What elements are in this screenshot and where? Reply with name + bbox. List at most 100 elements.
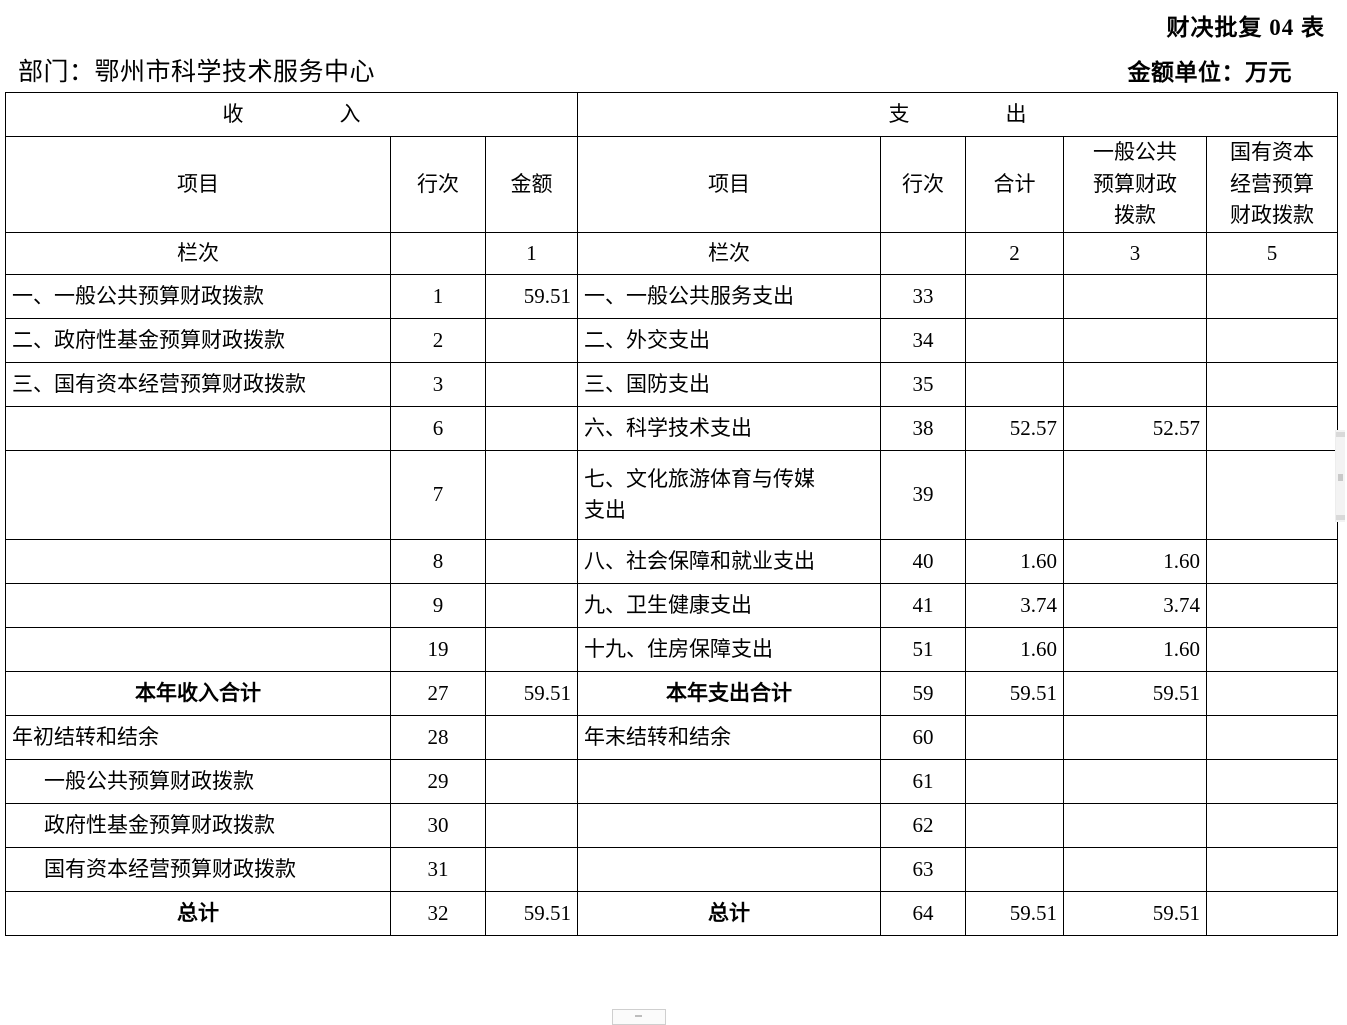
expenditure-soe-budget [1206, 449, 1339, 540]
income-item: 一般公共预算财政拨款 [5, 758, 391, 804]
header-soe-line3: 财政拨款 [1230, 203, 1315, 227]
table-row: 一般公共预算财政拨款 29 61 [5, 758, 1339, 804]
expenditure-soe-budget [1206, 538, 1339, 584]
income-item: 三、国有资本经营预算财政拨款 [5, 361, 391, 407]
expenditure-line-no: 64 [880, 890, 967, 936]
income-amount: 59.51 [484, 273, 579, 319]
table-row: 三、国有资本经营预算财政拨款 3 三、国防支出 35 [5, 361, 1339, 407]
scrollbar-artifact[interactable] [1335, 430, 1345, 522]
expenditure-general-public-budget [1063, 846, 1208, 892]
expenditure-item: 三、国防支出 [577, 361, 882, 407]
header-expenditure-line-no: 行次 [880, 136, 967, 233]
income-amount [484, 802, 579, 848]
expenditure-total [965, 714, 1065, 760]
income-amount [484, 846, 579, 892]
income-amount [484, 538, 579, 584]
header-income-line-no: 行次 [390, 136, 486, 233]
expenditure-soe-budget [1206, 890, 1339, 936]
bottom-ui-artifact[interactable] [612, 1009, 666, 1025]
expenditure-line-no: 61 [880, 758, 967, 804]
expenditure-general-public-budget: 59.51 [1063, 890, 1208, 936]
income-line-no: 8 [390, 538, 486, 584]
expenditure-item: 总计 [577, 890, 882, 936]
expenditure-soe-budget [1206, 361, 1339, 407]
table-row: 19 十九、住房保障支出 51 1.60 1.60 [5, 626, 1339, 672]
income-item: 总计 [5, 890, 391, 936]
expenditure-general-public-budget: 52.57 [1063, 405, 1208, 451]
table-row: 国有资本经营预算财政拨款 31 63 [5, 846, 1339, 892]
expenditure-item [577, 758, 882, 804]
table-row: 7 七、文化旅游体育与传媒 支出 39 [5, 449, 1339, 540]
expenditure-general-public-budget: 59.51 [1063, 670, 1208, 716]
table-row: 总计 32 59.51 总计 64 59.51 59.51 [5, 890, 1339, 936]
expenditure-item: 二、外交支出 [577, 317, 882, 363]
income-line-no: 19 [390, 626, 486, 672]
income-item [5, 449, 391, 540]
expenditure-line-no: 38 [880, 405, 967, 451]
expenditure-soe-budget [1206, 582, 1339, 628]
expenditure-item: 八、社会保障和就业支出 [577, 538, 882, 584]
expenditure-soe-budget [1206, 802, 1339, 848]
expenditure-total [965, 846, 1065, 892]
expenditure-total [965, 758, 1065, 804]
income-col-no-line [390, 231, 486, 275]
income-item: 一、一般公共预算财政拨款 [5, 273, 391, 319]
income-line-no: 31 [390, 846, 486, 892]
income-line-no: 29 [390, 758, 486, 804]
income-item: 年初结转和结余 [5, 714, 391, 760]
header-soe-line2: 经营预算 [1230, 171, 1315, 196]
expenditure-general-public-budget: 1.60 [1063, 538, 1208, 584]
income-item [5, 626, 391, 672]
income-line-no: 3 [390, 361, 486, 407]
expenditure-section-title: 支 出 [577, 92, 1339, 137]
expenditure-item: 年末结转和结余 [577, 714, 882, 760]
table-row: 政府性基金预算财政拨款 30 62 [5, 802, 1339, 848]
expenditure-total: 3.74 [965, 582, 1065, 628]
income-amount [484, 405, 579, 451]
header-expenditure-item: 项目 [577, 136, 882, 233]
expenditure-col-no-total: 2 [965, 231, 1065, 275]
income-amount [484, 714, 579, 760]
income-line-no: 2 [390, 317, 486, 363]
expenditure-item: 本年支出合计 [577, 670, 882, 716]
expenditure-item: 十九、住房保障支出 [577, 626, 882, 672]
expenditure-soe-budget [1206, 405, 1339, 451]
income-item [5, 405, 391, 451]
income-line-no: 32 [390, 890, 486, 936]
income-amount [484, 582, 579, 628]
header-income-amount: 金额 [484, 136, 579, 233]
income-amount [484, 361, 579, 407]
expenditure-total [965, 273, 1065, 319]
header-soe-line1: 国有资本 [1230, 140, 1315, 164]
column-number-row: 栏次 1 栏次 2 3 5 [5, 231, 1339, 275]
income-line-no: 30 [390, 802, 486, 848]
header-income-item: 项目 [5, 136, 391, 233]
expenditure-general-public-budget [1063, 802, 1208, 848]
expenditure-line-no: 40 [880, 538, 967, 584]
income-amount [484, 317, 579, 363]
header-general-public-budget: 一般公共 预算财政 拨款 [1063, 136, 1208, 233]
section-title-row: 收 入支 出 [4, 92, 1339, 137]
expenditure-soe-budget [1206, 846, 1339, 892]
table-row: 一、一般公共预算财政拨款 1 59.51 一、一般公共服务支出 33 [5, 273, 1339, 319]
income-item: 本年收入合计 [5, 670, 391, 716]
expenditure-line-no: 59 [880, 670, 967, 716]
expenditure-item: 七、文化旅游体育与传媒 支出 [577, 449, 882, 540]
income-item: 国有资本经营预算财政拨款 [5, 846, 391, 892]
expenditure-total: 1.60 [965, 538, 1065, 584]
expenditure-soe-budget [1206, 317, 1339, 363]
table-row: 8 八、社会保障和就业支出 40 1.60 1.60 [5, 538, 1339, 584]
expenditure-line-no: 34 [880, 317, 967, 363]
expenditure-soe-budget [1206, 273, 1339, 319]
expenditure-col-no-soe: 5 [1206, 231, 1339, 275]
expenditure-total [965, 361, 1065, 407]
expenditure-general-public-budget [1063, 317, 1208, 363]
income-line-no: 28 [390, 714, 486, 760]
expenditure-line-no: 62 [880, 802, 967, 848]
income-line-no: 1 [390, 273, 486, 319]
header-gpb-line1: 一般公共 [1093, 140, 1178, 164]
amount-unit-label: 金额单位：万元 [1127, 60, 1292, 85]
header-expenditure-total: 合计 [965, 136, 1065, 233]
expenditure-total [965, 802, 1065, 848]
expenditure-total: 59.51 [965, 890, 1065, 936]
